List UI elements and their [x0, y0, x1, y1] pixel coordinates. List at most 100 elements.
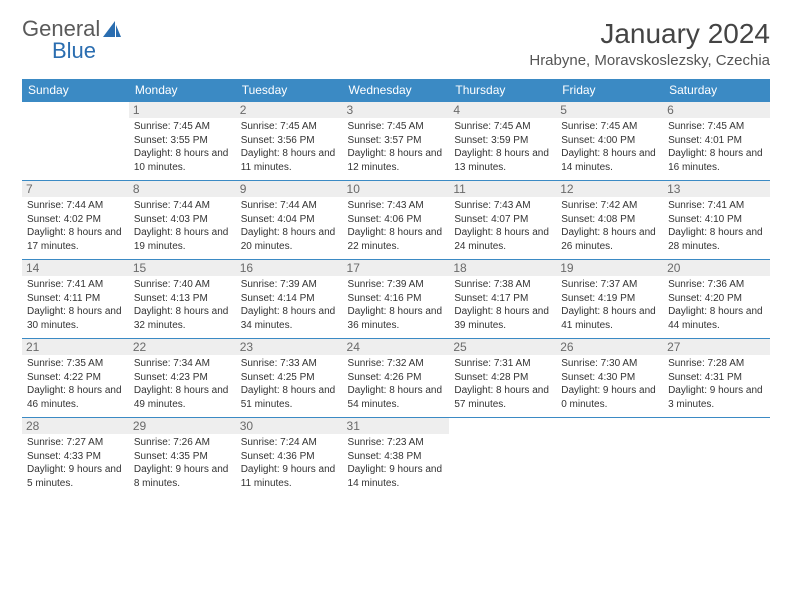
- day-number: 28: [22, 418, 129, 434]
- day-number: 22: [129, 339, 236, 355]
- day-info: Sunrise: 7:23 AMSunset: 4:38 PMDaylight:…: [348, 436, 445, 490]
- day-info: Sunrise: 7:44 AMSunset: 4:03 PMDaylight:…: [134, 199, 231, 253]
- brand-logo: General: [22, 18, 121, 40]
- calendar-cell: 12 Sunrise: 7:42 AMSunset: 4:08 PMDayligh…: [556, 181, 663, 260]
- weekday-header: Saturday: [663, 79, 770, 102]
- calendar-row: 28 Sunrise: 7:27 AMSunset: 4:33 PMDayligh…: [22, 418, 770, 497]
- day-number: 4: [449, 102, 556, 118]
- calendar-cell: 16Sunrise: 7:39 AMSunset: 4:14 PMDayligh…: [236, 260, 343, 339]
- calendar-cell: 31 Sunrise: 7:23 AMSunset: 4:38 PMDayligh…: [343, 418, 450, 497]
- calendar-row: 14Sunrise: 7:41 AMSunset: 4:11 PMDayligh…: [22, 260, 770, 339]
- day-info: Sunrise: 7:35 AMSunset: 4:22 PMDaylight:…: [27, 357, 124, 411]
- calendar-cell: 2Sunrise: 7:45 AMSunset: 3:56 PMDaylight…: [236, 102, 343, 181]
- day-number: 10: [343, 181, 450, 197]
- weekday-header: Friday: [556, 79, 663, 102]
- calendar-row: 1Sunrise: 7:45 AMSunset: 3:55 PMDaylight…: [22, 102, 770, 181]
- day-number: 13: [663, 181, 770, 197]
- day-info: Sunrise: 7:45 AMSunset: 3:57 PMDaylight:…: [348, 120, 445, 174]
- calendar-cell: 22 Sunrise: 7:34 AMSunset: 4:23 PMDayligh…: [129, 339, 236, 418]
- day-number: 21: [22, 339, 129, 355]
- day-number: 18: [449, 260, 556, 276]
- calendar-row: 21 Sunrise: 7:35 AMSunset: 4:22 PMDayligh…: [22, 339, 770, 418]
- day-info: Sunrise: 7:42 AMSunset: 4:08 PMDaylight:…: [561, 199, 658, 253]
- day-number: 29: [129, 418, 236, 434]
- day-info: Sunrise: 7:44 AMSunset: 4:04 PMDaylight:…: [241, 199, 338, 253]
- day-number: 8: [129, 181, 236, 197]
- header: General January 2024 Hrabyne, Moravskosl…: [22, 18, 770, 69]
- day-info: Sunrise: 7:33 AMSunset: 4:25 PMDaylight:…: [241, 357, 338, 411]
- calendar-cell: 13 Sunrise: 7:41 AMSunset: 4:10 PMDayligh…: [663, 181, 770, 260]
- day-number: 14: [22, 260, 129, 276]
- day-number: 2: [236, 102, 343, 118]
- day-info: Sunrise: 7:45 AMSunset: 4:00 PMDaylight:…: [561, 120, 658, 174]
- calendar-cell: 10 Sunrise: 7:43 AMSunset: 4:06 PMDayligh…: [343, 181, 450, 260]
- calendar-table: Sunday Monday Tuesday Wednesday Thursday…: [22, 79, 770, 496]
- calendar-cell: 29 Sunrise: 7:26 AMSunset: 4:35 PMDayligh…: [129, 418, 236, 497]
- month-title: January 2024: [529, 18, 770, 50]
- calendar-cell: 8 Sunrise: 7:44 AMSunset: 4:03 PMDaylight…: [129, 181, 236, 260]
- calendar-cell: 15 Sunrise: 7:40 AMSunset: 4:13 PMDayligh…: [129, 260, 236, 339]
- calendar-cell: [22, 102, 129, 181]
- weekday-header: Thursday: [449, 79, 556, 102]
- day-info: Sunrise: 7:45 AMSunset: 3:59 PMDaylight:…: [454, 120, 551, 174]
- day-info: Sunrise: 7:39 AMSunset: 4:14 PMDaylight:…: [241, 278, 338, 332]
- calendar-cell: [449, 418, 556, 497]
- day-info: Sunrise: 7:44 AMSunset: 4:02 PMDaylight:…: [27, 199, 124, 253]
- day-info: Sunrise: 7:30 AMSunset: 4:30 PMDaylight:…: [561, 357, 658, 411]
- weekday-header: Sunday: [22, 79, 129, 102]
- calendar-cell: 11 Sunrise: 7:43 AMSunset: 4:07 PMDayligh…: [449, 181, 556, 260]
- day-number: 24: [343, 339, 450, 355]
- day-number: 30: [236, 418, 343, 434]
- calendar-cell: 7Sunrise: 7:44 AMSunset: 4:02 PMDaylight…: [22, 181, 129, 260]
- calendar-cell: 17 Sunrise: 7:39 AMSunset: 4:16 PMDayligh…: [343, 260, 450, 339]
- day-number: 23: [236, 339, 343, 355]
- day-info: Sunrise: 7:40 AMSunset: 4:13 PMDaylight:…: [134, 278, 231, 332]
- weekday-header: Monday: [129, 79, 236, 102]
- day-number: 11: [449, 181, 556, 197]
- day-number: 31: [343, 418, 450, 434]
- day-number: 20: [663, 260, 770, 276]
- day-info: Sunrise: 7:41 AMSunset: 4:10 PMDaylight:…: [668, 199, 765, 253]
- day-number: 3: [343, 102, 450, 118]
- day-info: Sunrise: 7:32 AMSunset: 4:26 PMDaylight:…: [348, 357, 445, 411]
- day-number: 12: [556, 181, 663, 197]
- day-info: Sunrise: 7:34 AMSunset: 4:23 PMDaylight:…: [134, 357, 231, 411]
- weekday-header: Tuesday: [236, 79, 343, 102]
- title-block: January 2024 Hrabyne, Moravskoslezsky, C…: [529, 18, 770, 69]
- calendar-cell: 23 Sunrise: 7:33 AMSunset: 4:25 PMDayligh…: [236, 339, 343, 418]
- calendar-cell: 5Sunrise: 7:45 AMSunset: 4:00 PMDaylight…: [556, 102, 663, 181]
- day-number: 19: [556, 260, 663, 276]
- day-number: 17: [343, 260, 450, 276]
- day-info: Sunrise: 7:27 AMSunset: 4:33 PMDaylight:…: [27, 436, 124, 490]
- day-info: Sunrise: 7:38 AMSunset: 4:17 PMDaylight:…: [454, 278, 551, 332]
- calendar-cell: 4 Sunrise: 7:45 AMSunset: 3:59 PMDaylight…: [449, 102, 556, 181]
- day-info: Sunrise: 7:36 AMSunset: 4:20 PMDaylight:…: [668, 278, 765, 332]
- day-number: 15: [129, 260, 236, 276]
- calendar-cell: 27 Sunrise: 7:28 AMSunset: 4:31 PMDayligh…: [663, 339, 770, 418]
- calendar-cell: 25Sunrise: 7:31 AMSunset: 4:28 PMDayligh…: [449, 339, 556, 418]
- calendar-cell: [663, 418, 770, 497]
- calendar-body: 1Sunrise: 7:45 AMSunset: 3:55 PMDaylight…: [22, 102, 770, 497]
- weekday-header: Wednesday: [343, 79, 450, 102]
- day-info: Sunrise: 7:45 AMSunset: 4:01 PMDaylight:…: [668, 120, 765, 174]
- calendar-cell: 14Sunrise: 7:41 AMSunset: 4:11 PMDayligh…: [22, 260, 129, 339]
- day-info: Sunrise: 7:45 AMSunset: 3:55 PMDaylight:…: [134, 120, 231, 174]
- weekday-header-row: Sunday Monday Tuesday Wednesday Thursday…: [22, 79, 770, 102]
- calendar-cell: 24 Sunrise: 7:32 AMSunset: 4:26 PMDayligh…: [343, 339, 450, 418]
- day-info: Sunrise: 7:43 AMSunset: 4:07 PMDaylight:…: [454, 199, 551, 253]
- day-info: Sunrise: 7:26 AMSunset: 4:35 PMDaylight:…: [134, 436, 231, 490]
- day-info: Sunrise: 7:43 AMSunset: 4:06 PMDaylight:…: [348, 199, 445, 253]
- brand-word-1: General: [22, 18, 100, 40]
- calendar-cell: 1Sunrise: 7:45 AMSunset: 3:55 PMDaylight…: [129, 102, 236, 181]
- calendar-cell: [556, 418, 663, 497]
- day-number: 27: [663, 339, 770, 355]
- calendar-cell: 3 Sunrise: 7:45 AMSunset: 3:57 PMDaylight…: [343, 102, 450, 181]
- day-info: Sunrise: 7:37 AMSunset: 4:19 PMDaylight:…: [561, 278, 658, 332]
- calendar-cell: 28 Sunrise: 7:27 AMSunset: 4:33 PMDayligh…: [22, 418, 129, 497]
- calendar-cell: 18 Sunrise: 7:38 AMSunset: 4:17 PMDayligh…: [449, 260, 556, 339]
- day-info: Sunrise: 7:39 AMSunset: 4:16 PMDaylight:…: [348, 278, 445, 332]
- calendar-cell: 26Sunrise: 7:30 AMSunset: 4:30 PMDayligh…: [556, 339, 663, 418]
- day-info: Sunrise: 7:28 AMSunset: 4:31 PMDaylight:…: [668, 357, 765, 411]
- day-number: 9: [236, 181, 343, 197]
- calendar-cell: 20 Sunrise: 7:36 AMSunset: 4:20 PMDayligh…: [663, 260, 770, 339]
